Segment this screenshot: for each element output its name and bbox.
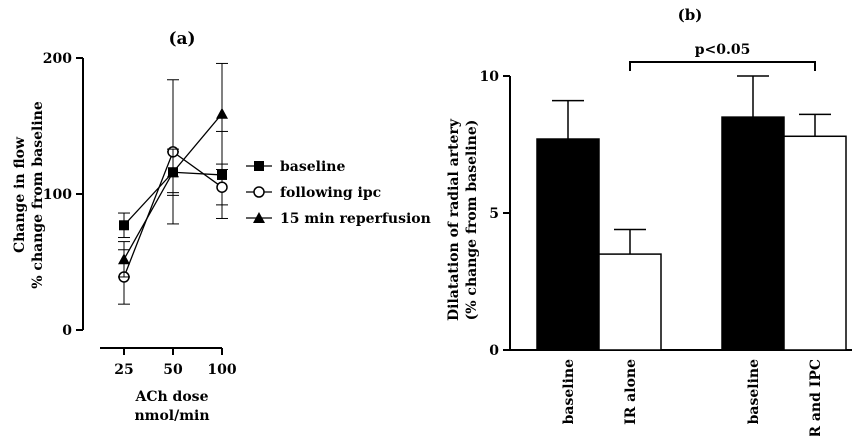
panel-a-line-chart: (a) 0 100 200 25 50 100 Change in flow % cha… [12, 29, 431, 424]
data-point [118, 253, 130, 265]
panel-b-label: (b) [678, 6, 703, 24]
legend-label: 15 min reperfusion [280, 211, 431, 227]
data-point [216, 181, 228, 193]
data-point [216, 107, 228, 119]
panel-b-y-tick-label: 0 [489, 343, 499, 359]
panel-a-y-axis-label-line1: Change in flow [12, 136, 28, 253]
data-point [119, 220, 129, 231]
panel-b-y-tick-label: 5 [489, 206, 499, 222]
panel-a-y-tick-label: 100 [43, 187, 72, 203]
panel-a-x-tick-label: 50 [163, 362, 183, 378]
legend-marker [253, 186, 265, 198]
panel-a-x-tick-label: 25 [114, 362, 133, 378]
panel-a-x-axis-label-line1: ACh dose [135, 389, 209, 405]
bar-1 [536, 138, 600, 351]
bar-2 [598, 253, 662, 351]
category-label: IR alone [623, 359, 639, 425]
bar-3 [721, 116, 785, 351]
panel-a-label: (a) [168, 29, 195, 49]
legend-label: baseline [280, 159, 345, 175]
panel-a-y-axis-label-line2: % change from baseline [30, 101, 46, 289]
panel-b-y-axis-label-line2: (% change from baseline) [464, 120, 480, 321]
data-point [167, 166, 179, 178]
legend-label: following ipc [280, 185, 381, 201]
panel-a-y-tick-label: 200 [43, 51, 72, 67]
significance-bracket [629, 61, 816, 71]
series-15-min-reperfusion [118, 62, 228, 278]
panel-a-y-tick-label: 0 [62, 323, 72, 339]
panel-b-y-axis-label-line1: Dilatation of radial artery [446, 118, 462, 321]
panel-a-x-tick-label: 100 [207, 362, 236, 378]
bar-4 [783, 135, 847, 351]
legend-marker [254, 161, 264, 171]
panel-b-bar-chart: (b) 0 5 10 Dilatation of radial artery (% … [446, 6, 852, 436]
legend-marker [253, 212, 265, 223]
category-label: baseline [561, 359, 577, 424]
category-label: IR and IPC [808, 359, 824, 436]
panel-a-x-axis-label-line2: nmol/min [134, 408, 209, 424]
category-label: baseline [746, 359, 762, 424]
panel-b-y-tick-label: 10 [480, 69, 500, 85]
significance-label: p<0.05 [695, 42, 751, 58]
